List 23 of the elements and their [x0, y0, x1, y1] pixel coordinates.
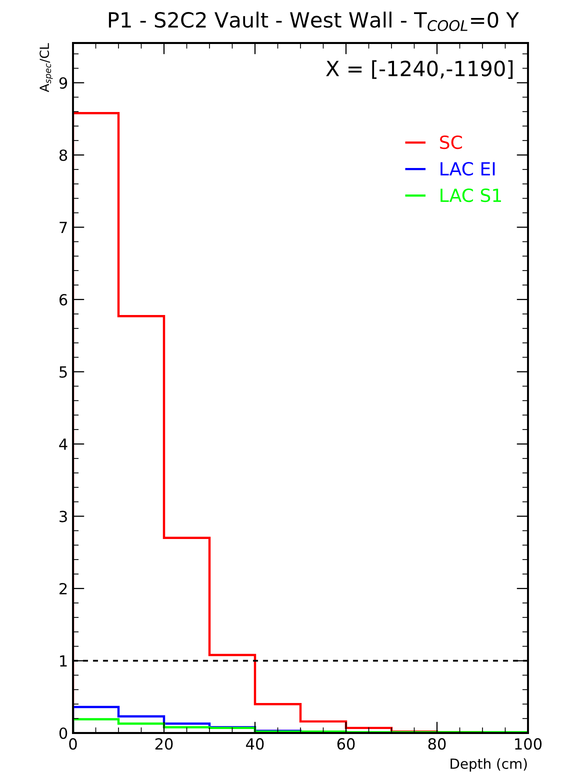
y-tick-label: 3 — [60, 510, 67, 522]
y-tick-label: 6 — [59, 294, 68, 306]
legend-label: LAC S1 — [440, 188, 501, 202]
y-tick-label: 4 — [59, 438, 68, 450]
x-tick-label: 100 — [515, 738, 542, 750]
x-tick-label: 60 — [337, 738, 355, 750]
legend-label: SC — [440, 135, 462, 150]
y-tick-label: 1 — [60, 655, 67, 667]
y-tick-label: 9 — [59, 77, 68, 89]
legend-label: LAC EI — [440, 162, 495, 176]
y-axis-title: A$_{spec}$/CL — [40, 43, 53, 92]
y-tick-label: 8 — [59, 149, 68, 162]
y-tick-label: 5 — [60, 366, 67, 378]
y-tick-label: 7 — [60, 222, 67, 234]
x-tick-label: 80 — [428, 738, 446, 750]
annotation: X = [-1240,-1190] — [326, 60, 513, 79]
x-tick-label: 0 — [69, 738, 77, 750]
chart-title: P1 - S2C2 Vault - West Wall - T$_{COOL}$=0 Y — [108, 12, 519, 32]
y-tick-label: 0 — [59, 727, 68, 740]
x-axis-title: Depth (cm) — [450, 758, 527, 772]
x-tick-label: 20 — [155, 738, 173, 750]
y-tick-label: 2 — [60, 582, 67, 594]
x-tick-label: 40 — [246, 738, 264, 750]
